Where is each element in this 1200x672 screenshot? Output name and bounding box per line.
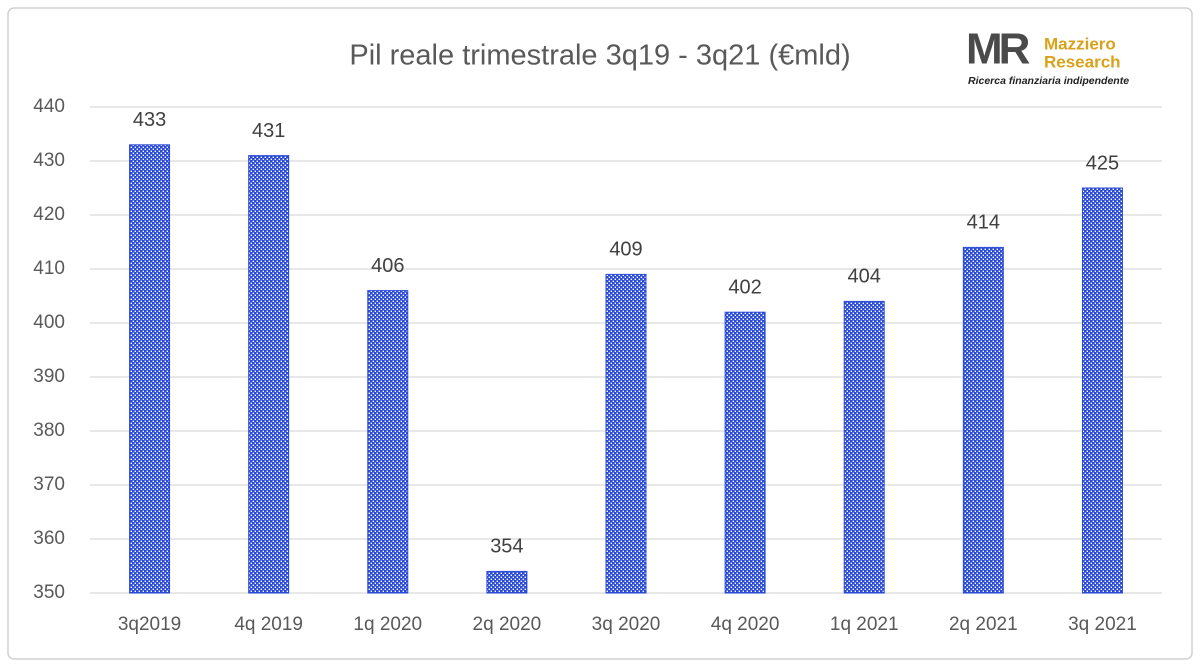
y-tick-label: 350 bbox=[33, 582, 65, 603]
y-tick-label: 410 bbox=[33, 258, 65, 279]
chart-border bbox=[7, 7, 1193, 660]
value-label: 404 bbox=[848, 266, 881, 288]
bar bbox=[724, 311, 766, 594]
y-tick-label: 390 bbox=[33, 366, 65, 387]
value-label: 425 bbox=[1086, 152, 1119, 174]
x-tick-label: 3q2019 bbox=[118, 614, 181, 635]
bar bbox=[129, 144, 171, 594]
x-tick-label: 1q 2020 bbox=[353, 614, 422, 635]
y-tick-label: 430 bbox=[33, 150, 65, 171]
value-label: 406 bbox=[371, 255, 404, 277]
x-tick-label: 2q 2020 bbox=[473, 614, 542, 635]
value-label: 414 bbox=[967, 212, 1000, 234]
chart-title: Pil reale trimestrale 3q19 - 3q21 (€mld) bbox=[349, 40, 850, 72]
y-tick-label: 440 bbox=[33, 96, 65, 117]
value-label: 433 bbox=[133, 109, 166, 131]
y-tick-label: 400 bbox=[33, 312, 65, 333]
value-label: 354 bbox=[490, 536, 523, 558]
y-tick-label: 420 bbox=[33, 204, 65, 225]
logo-mark: MR bbox=[966, 25, 1030, 74]
value-label: 409 bbox=[609, 239, 642, 261]
bar bbox=[843, 300, 885, 594]
y-tick-label: 360 bbox=[33, 528, 65, 549]
x-tick-label: 4q 2020 bbox=[711, 614, 780, 635]
logo-name: Mazziero bbox=[1044, 34, 1116, 53]
y-tick-label: 380 bbox=[33, 420, 65, 441]
logo-name: Research bbox=[1044, 52, 1121, 71]
x-tick-label: 1q 2021 bbox=[830, 614, 899, 635]
x-tick-label: 2q 2021 bbox=[949, 614, 1018, 635]
x-tick-label: 3q 2020 bbox=[592, 614, 661, 635]
value-label: 431 bbox=[252, 120, 285, 142]
bar bbox=[486, 570, 528, 594]
logo-tagline: Ricerca finanziaria indipendente bbox=[968, 75, 1129, 87]
x-tick-label: 3q 2021 bbox=[1068, 614, 1137, 635]
value-label: 402 bbox=[728, 276, 761, 298]
bar bbox=[605, 273, 647, 594]
bar bbox=[367, 290, 409, 594]
x-tick-label: 4q 2019 bbox=[234, 614, 303, 635]
bar bbox=[248, 155, 290, 594]
y-tick-label: 370 bbox=[33, 474, 65, 495]
bar bbox=[962, 246, 1004, 594]
bar bbox=[1081, 187, 1123, 594]
